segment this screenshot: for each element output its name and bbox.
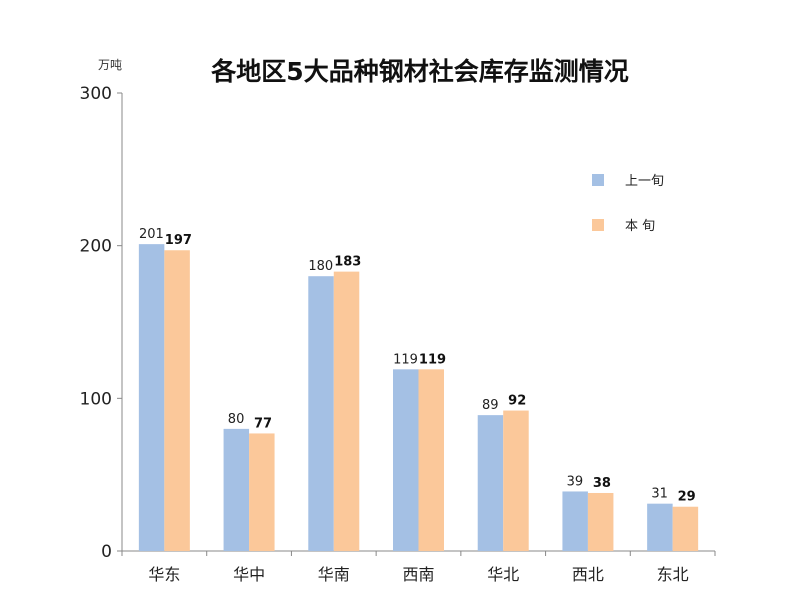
legend-label: 本 旬 — [625, 219, 655, 234]
unit-label: 万吨 — [98, 58, 122, 72]
bar — [223, 428, 250, 551]
data-label: 119 — [419, 352, 446, 367]
axes: 0 100 200 300 华东 华中 华南 西南 华北 西北 东北 — [80, 84, 716, 584]
x-tick-label: 东北 — [657, 565, 689, 584]
bar — [308, 276, 334, 551]
legend-swatch — [592, 219, 604, 231]
bar — [138, 244, 165, 551]
data-label: 39 — [567, 474, 584, 489]
data-label: 119 — [393, 352, 418, 367]
y-tick-label: 100 — [80, 389, 112, 409]
data-label: 197 — [165, 233, 192, 248]
bar — [587, 492, 614, 551]
legend-label: 上一旬 — [625, 174, 664, 189]
bar — [249, 433, 275, 551]
bar — [647, 503, 673, 551]
y-tick-label: 0 — [101, 542, 112, 562]
bar — [477, 415, 504, 551]
data-label: 80 — [228, 412, 245, 427]
data-label: 31 — [651, 487, 668, 502]
x-tick-label: 华北 — [487, 565, 519, 584]
bar — [164, 250, 190, 551]
data-label: 92 — [508, 394, 526, 409]
data-label: 77 — [254, 416, 272, 431]
x-tick-label: 西北 — [572, 565, 604, 584]
bars — [138, 244, 699, 551]
x-tick-label: 华中 — [233, 565, 265, 584]
data-label: 180 — [308, 259, 333, 274]
data-label: 183 — [334, 255, 361, 270]
data-label: 201 — [139, 227, 164, 242]
x-tick-label: 华南 — [318, 565, 350, 584]
y-tick-label: 300 — [80, 84, 112, 104]
bar — [562, 491, 588, 551]
chart-title: 各地区5大品种钢材社会库存监测情况 — [210, 57, 628, 86]
bar — [333, 271, 360, 551]
data-label: 29 — [678, 490, 696, 505]
legend-swatch — [592, 174, 604, 186]
bar — [503, 410, 529, 551]
x-tick-label: 华东 — [148, 565, 180, 584]
bar — [393, 369, 419, 551]
bar — [672, 506, 699, 551]
y-tick-label: 200 — [80, 237, 112, 257]
bar — [418, 369, 444, 551]
data-labels: 201 80 180 119 89 39 31 197 77 183 119 92 38 29 — [139, 227, 696, 505]
data-label: 89 — [482, 398, 499, 413]
x-tick-label: 西南 — [402, 565, 434, 584]
data-label: 38 — [593, 476, 611, 491]
